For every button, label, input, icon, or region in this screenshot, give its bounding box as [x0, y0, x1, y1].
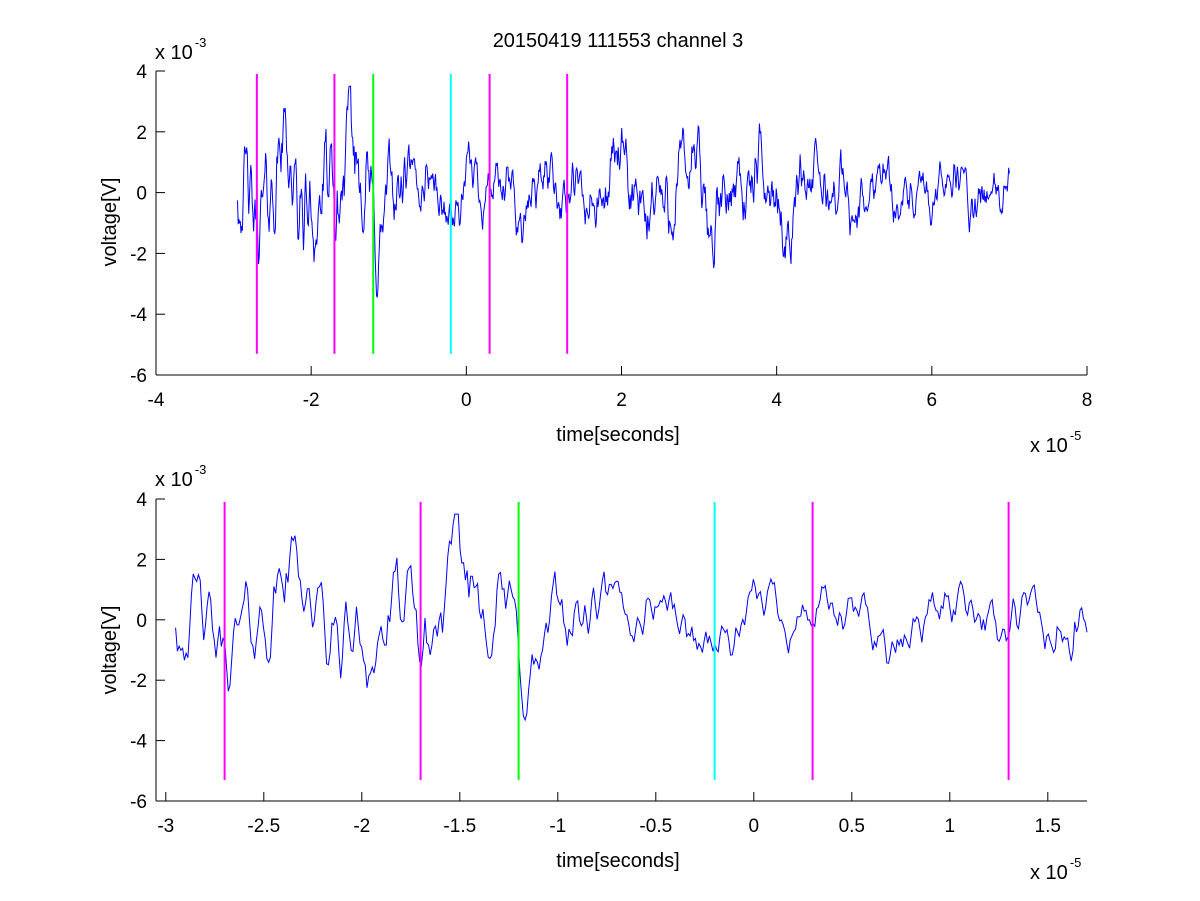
- x-tick-label: -4: [148, 390, 165, 411]
- y-tick-label: 4: [136, 490, 147, 511]
- signal-line: [237, 85, 1010, 298]
- x-tick-label: -2.5: [247, 816, 280, 837]
- y-tick-label: -6: [130, 366, 147, 387]
- subplot-top: 20150419 111553 channel 3 x 10 -3 x 10 -5 …: [99, 30, 1092, 457]
- signal-line: [175, 513, 1088, 722]
- y-tick-label: 0: [136, 184, 147, 205]
- x-multiplier-exponent: -5: [1070, 428, 1082, 443]
- y-tick-label: 4: [136, 62, 147, 83]
- x-tick-label: 6: [927, 390, 938, 411]
- y-tick-label: 2: [136, 123, 147, 144]
- x-multiplier-base: x 10: [1030, 435, 1068, 457]
- x-multiplier-top: x 10 -5: [1030, 428, 1081, 457]
- x-axis-label: time[seconds]: [556, 850, 679, 872]
- x-tick-label: -1: [549, 816, 566, 837]
- y-multiplier-exponent: -3: [195, 35, 207, 50]
- y-axis-label: voltage[V]: [99, 178, 121, 267]
- x-multiplier-bottom: x 10 -5: [1030, 855, 1081, 884]
- x-tick-label: -2: [353, 816, 370, 837]
- y-tick-label: -2: [130, 244, 147, 265]
- x-tick-label: -2: [303, 390, 320, 411]
- y-multiplier-top: x 10 -3: [155, 35, 206, 64]
- x-tick-label: -1.5: [443, 816, 476, 837]
- y-tick-label: 2: [136, 550, 147, 571]
- x-axis-label: time[seconds]: [556, 424, 679, 446]
- y-axis-label: voltage[V]: [99, 606, 121, 695]
- x-tick-label: 1: [945, 816, 956, 837]
- x-tick-label: 0: [749, 816, 760, 837]
- y-tick-label: 0: [136, 611, 147, 632]
- y-multiplier-base: x 10: [155, 42, 193, 64]
- subplot-bottom: x 10 -3 x 10 -5 time[seconds] voltage[V] -…: [99, 462, 1088, 884]
- x-tick-label: 8: [1082, 390, 1093, 411]
- x-tick-label: -0.5: [639, 816, 672, 837]
- x-multiplier-exponent: -5: [1070, 855, 1082, 870]
- x-tick-label: 0: [461, 390, 472, 411]
- y-tick-label: -2: [130, 671, 147, 692]
- x-tick-label: 0.5: [839, 816, 865, 837]
- x-multiplier-base: x 10: [1030, 862, 1068, 884]
- x-tick-label: 1.5: [1035, 816, 1061, 837]
- y-tick-label: -6: [130, 792, 147, 813]
- y-tick-label: -4: [130, 732, 147, 753]
- chart-title: 20150419 111553 channel 3: [493, 30, 744, 52]
- x-tick-label: -3: [157, 816, 174, 837]
- y-tick-label: -4: [130, 305, 147, 326]
- y-multiplier-exponent: -3: [195, 462, 207, 477]
- y-multiplier-base: x 10: [155, 469, 193, 491]
- x-tick-label: 2: [616, 390, 627, 411]
- x-tick-label: 4: [771, 390, 782, 411]
- y-multiplier-bottom: x 10 -3: [155, 462, 206, 491]
